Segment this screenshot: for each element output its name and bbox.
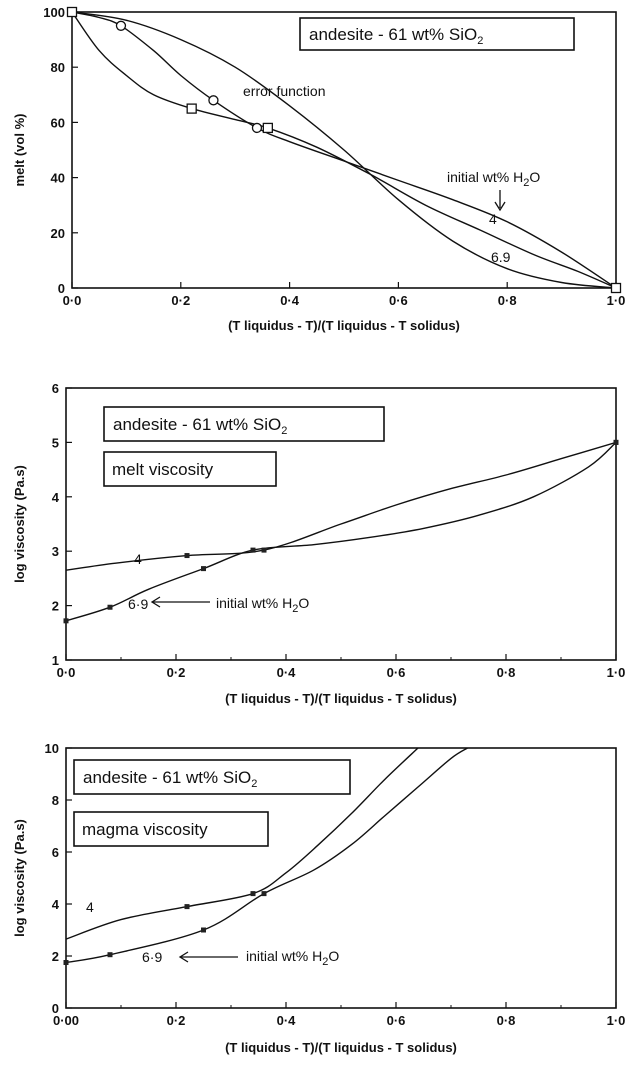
y-axis-label: melt (vol %) xyxy=(12,114,27,187)
x-tick-label: 0·4 xyxy=(277,1013,297,1028)
x-axis-label: (T liquidus - T)/(T liquidus - T solidus… xyxy=(225,691,457,706)
series-line-4 xyxy=(66,441,616,571)
data-point-square xyxy=(66,6,78,18)
y-tick-label: 6 xyxy=(52,845,59,860)
arrow-down-icon xyxy=(494,190,506,212)
y-axis-label: log viscosity (Pa.s) xyxy=(12,819,27,937)
series-line-4 xyxy=(66,748,419,940)
y-tick-label: 2 xyxy=(52,599,59,614)
data-point-circle xyxy=(251,122,263,134)
data-point xyxy=(184,904,190,910)
x-tick-label: 1·0 xyxy=(607,1013,625,1028)
series-line-error-function xyxy=(72,12,616,288)
x-tick-label: 1·0 xyxy=(607,293,625,308)
legend-box-2: magma viscosity xyxy=(73,811,269,847)
x-axis-label: (T liquidus - T)/(T liquidus - T solidus… xyxy=(225,1040,457,1055)
data-point xyxy=(63,618,69,624)
plot-frame xyxy=(71,11,617,289)
data-point xyxy=(250,547,256,553)
y-tick-label: 60 xyxy=(51,115,65,130)
initial-water-label: initial wt% H2O xyxy=(246,948,339,968)
x-tick-label: 0·6 xyxy=(387,1013,406,1028)
legend-box-text: andesite - 61 wt% SiO2 xyxy=(309,25,483,47)
series-line-6-9 xyxy=(66,748,468,964)
melt-fraction-panel: 0·0 0·2 0·4 0·6 0·8 1·0 0 20 40 60 80 100 (T liquid… xyxy=(12,5,625,333)
data-point-square xyxy=(262,122,273,134)
magma-viscosity-panel: 0·00 0·2 0·4 0·6 0·8 1·0 0 2 4 6 8 10 (T liquidus -… xyxy=(12,741,625,1055)
y-tick-label: 3 xyxy=(52,544,59,559)
y-tick-label: 4 xyxy=(52,897,60,912)
x-tick-label: 0·00 xyxy=(53,1013,79,1028)
data-point-circle xyxy=(208,95,219,106)
data-point xyxy=(613,439,619,445)
y-tick-label: 5 xyxy=(52,435,59,450)
legend-box-2: melt viscosity xyxy=(103,451,277,487)
y-axis-label: log viscosity (Pa.s) xyxy=(12,465,27,583)
y-tick-label: 100 xyxy=(43,5,65,20)
x-tick-label: 0·2 xyxy=(167,1013,186,1028)
y-tick-label: 4 xyxy=(52,490,60,505)
y-tick-label: 10 xyxy=(45,741,59,756)
y-tick-label: 2 xyxy=(52,949,59,964)
x-tick-label: 0·2 xyxy=(167,665,186,680)
arrow-left-icon xyxy=(178,951,238,963)
initial-water-label: initial wt% H2O xyxy=(216,595,309,615)
x-tick-label: 0·0 xyxy=(63,293,82,308)
data-point xyxy=(184,553,190,559)
data-point xyxy=(107,952,113,958)
data-point xyxy=(107,604,113,610)
initial-water-label: initial wt% H2O xyxy=(447,169,540,189)
data-point-square xyxy=(610,282,622,294)
error-function-label: error function xyxy=(243,83,325,99)
y-tick-label: 0 xyxy=(52,1001,59,1016)
y-tick-label: 20 xyxy=(51,226,65,241)
data-point xyxy=(63,960,69,965)
x-tick-label: 0·4 xyxy=(277,665,297,680)
x-tick-label: 0·8 xyxy=(498,293,517,308)
data-point-square xyxy=(186,103,197,114)
series-line-6-9 xyxy=(72,12,616,288)
data-point xyxy=(250,891,256,897)
series-label-4: 4 xyxy=(134,551,142,567)
series-label-6-9: 6.9 xyxy=(491,249,511,265)
legend-box-text: andesite - 61 wt% SiO2 xyxy=(83,768,257,790)
x-tick-label: 0·2 xyxy=(171,293,190,308)
data-point xyxy=(261,547,267,553)
panel-subtitle: melt viscosity xyxy=(112,460,214,479)
data-point-circle xyxy=(115,20,127,31)
series-label-4: 4 xyxy=(489,211,497,227)
series-label-4: 4 xyxy=(86,899,94,915)
y-tick-label: 0 xyxy=(58,281,65,296)
y-tick-label: 40 xyxy=(51,171,65,186)
x-tick-label: 0·8 xyxy=(497,1013,516,1028)
series-label-6-9: 6·9 xyxy=(128,596,148,612)
y-tick-label: 1 xyxy=(52,653,59,668)
y-tick-label: 80 xyxy=(51,60,65,75)
arrow-left-icon xyxy=(150,596,210,608)
series-label-6-9: 6·9 xyxy=(142,949,162,965)
legend-box: andesite - 61 wt% SiO2 xyxy=(73,759,351,795)
series-line-6-9 xyxy=(66,441,616,622)
data-point xyxy=(201,566,206,572)
x-axis-label: (T liquidus - T)/(T liquidus - T solidus… xyxy=(228,318,460,333)
legend-box: andesite - 61 wt% SiO2 xyxy=(103,406,385,442)
plot-frame xyxy=(65,747,617,1009)
data-point xyxy=(261,891,267,897)
panel-subtitle: magma viscosity xyxy=(82,820,208,839)
x-tick-label: 0·8 xyxy=(497,665,516,680)
legend-box-text: andesite - 61 wt% SiO2 xyxy=(113,415,287,437)
x-tick-label: 0·4 xyxy=(280,293,300,308)
y-tick-label: 8 xyxy=(52,793,59,808)
melt-viscosity-panel: 0·0 0·2 0·4 0·6 0·8 1·0 1 2 3 4 5 6 (T liquidus - T… xyxy=(12,381,625,706)
legend-box: andesite - 61 wt% SiO2 xyxy=(299,17,575,51)
y-tick-label: 6 xyxy=(52,381,59,396)
x-tick-label: 1·0 xyxy=(607,665,625,680)
x-tick-label: 0·0 xyxy=(57,665,76,680)
x-tick-label: 0·6 xyxy=(389,293,408,308)
data-point xyxy=(201,927,206,933)
x-tick-label: 0·6 xyxy=(387,665,406,680)
